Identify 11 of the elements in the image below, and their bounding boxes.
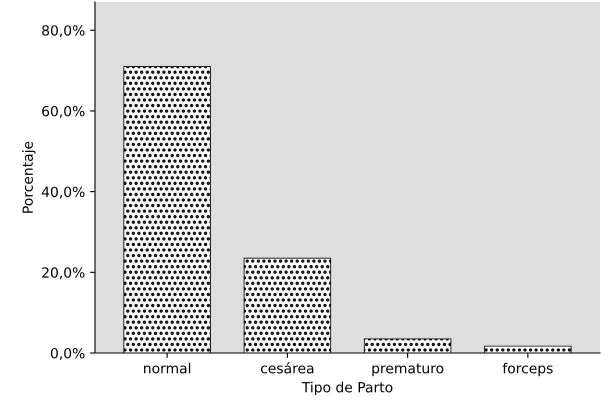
y-tick-label: 60,0%: [42, 106, 85, 118]
x-tick-label: forceps: [502, 362, 553, 376]
y-tick-label: 40,0%: [42, 186, 85, 199]
x-axis-title: Tipo de Parto: [302, 382, 392, 396]
y-axis-title: Porcentaje: [22, 142, 36, 213]
x-tick-label: normal: [144, 362, 190, 374]
y-tick-label: 80,0%: [42, 25, 85, 38]
x-tick-label: cesárea: [260, 362, 314, 374]
y-tick-label: 0,0%: [50, 348, 85, 360]
y-tick-label: 20,0%: [42, 267, 85, 280]
x-tick-label: prematuro: [372, 364, 444, 376]
